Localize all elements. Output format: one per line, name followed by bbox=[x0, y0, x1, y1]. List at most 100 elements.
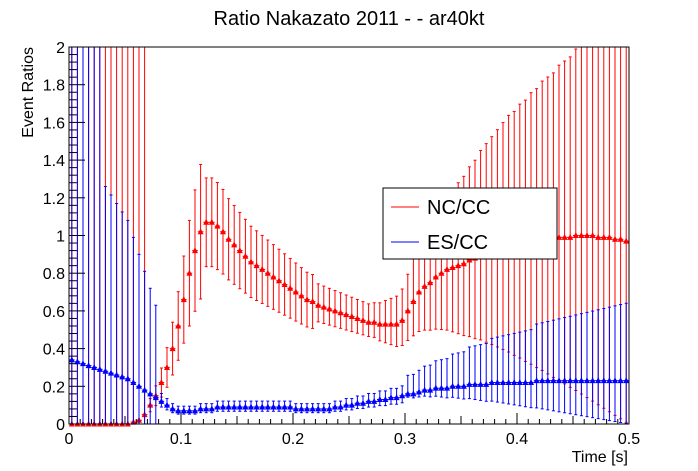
data-point bbox=[472, 380, 478, 387]
data-point bbox=[578, 377, 585, 384]
x-tick-label: 0.4 bbox=[506, 431, 528, 448]
data-point bbox=[550, 377, 557, 384]
x-tick-label: 0.3 bbox=[394, 431, 416, 448]
y-tick-label: 0.8 bbox=[43, 266, 65, 283]
data-point bbox=[589, 232, 596, 238]
data-point bbox=[108, 369, 114, 376]
data-point bbox=[85, 362, 92, 369]
data-point bbox=[147, 390, 154, 397]
data-point bbox=[186, 407, 193, 414]
data-point bbox=[617, 377, 624, 384]
data-point bbox=[589, 377, 596, 384]
data-point bbox=[539, 377, 546, 384]
data-point bbox=[180, 296, 187, 303]
data-point bbox=[242, 252, 249, 259]
x-tick-label: 0 bbox=[65, 431, 74, 448]
data-point bbox=[158, 397, 165, 404]
data-point bbox=[595, 233, 602, 240]
data-point bbox=[287, 284, 294, 291]
data-point bbox=[264, 403, 271, 410]
data-point bbox=[399, 316, 406, 323]
data-point bbox=[488, 379, 495, 386]
data-point bbox=[432, 273, 439, 280]
data-point bbox=[270, 273, 277, 280]
legend-label-es-cc: ES/CC bbox=[427, 232, 488, 254]
data-point bbox=[522, 379, 529, 386]
data-point bbox=[203, 218, 210, 225]
y-axis-title: Event Ratios bbox=[20, 47, 37, 138]
data-point bbox=[315, 301, 322, 308]
data-point bbox=[544, 377, 551, 384]
data-point bbox=[242, 403, 249, 410]
data-point bbox=[130, 379, 137, 386]
data-point bbox=[337, 403, 344, 410]
data-point bbox=[612, 235, 618, 242]
data-point bbox=[253, 403, 260, 410]
data-point bbox=[315, 405, 322, 412]
data-point bbox=[600, 233, 607, 240]
data-point bbox=[124, 375, 131, 382]
data-point bbox=[623, 237, 630, 244]
y-tick-label: 1 bbox=[56, 229, 65, 246]
data-point bbox=[567, 377, 574, 384]
legend: NC/CC ES/CC bbox=[382, 187, 558, 260]
data-point bbox=[438, 384, 445, 391]
axes-layer: 0 0.1 0.2 0.3 0.4 0.5 0 0.2 0.4 0.6 0.8 1 1.2 1.4 1.6 1… bbox=[43, 40, 640, 448]
data-point bbox=[516, 379, 523, 386]
data-point bbox=[623, 377, 630, 384]
data-point bbox=[248, 403, 254, 410]
data-point bbox=[231, 241, 238, 248]
data-point bbox=[292, 288, 299, 295]
data-point bbox=[220, 228, 226, 235]
data-point bbox=[500, 379, 506, 386]
data-point bbox=[354, 314, 361, 321]
data-point bbox=[298, 292, 305, 299]
data-point bbox=[438, 269, 445, 276]
data-point bbox=[281, 403, 288, 410]
data-point bbox=[460, 382, 467, 389]
data-point bbox=[169, 405, 176, 412]
data-point bbox=[572, 377, 579, 384]
data-point bbox=[141, 386, 148, 393]
data-point bbox=[298, 405, 305, 412]
data-point bbox=[287, 403, 294, 410]
data-point bbox=[231, 403, 238, 410]
y-tick-label: 0.4 bbox=[43, 342, 65, 359]
x-axis-title: Time [s] bbox=[572, 449, 628, 466]
data-point bbox=[175, 407, 182, 414]
data-point bbox=[320, 405, 327, 412]
data-point bbox=[477, 380, 484, 387]
data-point bbox=[225, 403, 232, 410]
data-point bbox=[186, 269, 193, 276]
data-point bbox=[276, 277, 282, 284]
data-point bbox=[584, 377, 590, 384]
data-point bbox=[365, 397, 372, 404]
data-point bbox=[270, 403, 277, 410]
data-point bbox=[208, 218, 215, 225]
data-point bbox=[320, 303, 327, 310]
data-point bbox=[432, 384, 439, 391]
data-point bbox=[192, 407, 198, 414]
data-point bbox=[410, 297, 417, 304]
data-point bbox=[326, 405, 333, 412]
data-point bbox=[578, 232, 585, 238]
data-point bbox=[304, 405, 310, 412]
data-point bbox=[584, 232, 590, 238]
data-point bbox=[343, 401, 350, 408]
data-point bbox=[119, 373, 126, 380]
data-point bbox=[466, 380, 473, 387]
data-point bbox=[455, 382, 462, 389]
data-point bbox=[371, 397, 378, 404]
data-point bbox=[617, 235, 624, 242]
data-point bbox=[309, 405, 316, 412]
data-point bbox=[236, 403, 243, 410]
data-point bbox=[421, 282, 428, 289]
data-point bbox=[427, 386, 434, 393]
data-point bbox=[264, 269, 271, 276]
data-point bbox=[360, 316, 366, 323]
data-point bbox=[253, 262, 260, 269]
data-point bbox=[164, 363, 170, 370]
y-tick-label: 0.2 bbox=[43, 379, 65, 396]
data-point bbox=[203, 405, 210, 412]
